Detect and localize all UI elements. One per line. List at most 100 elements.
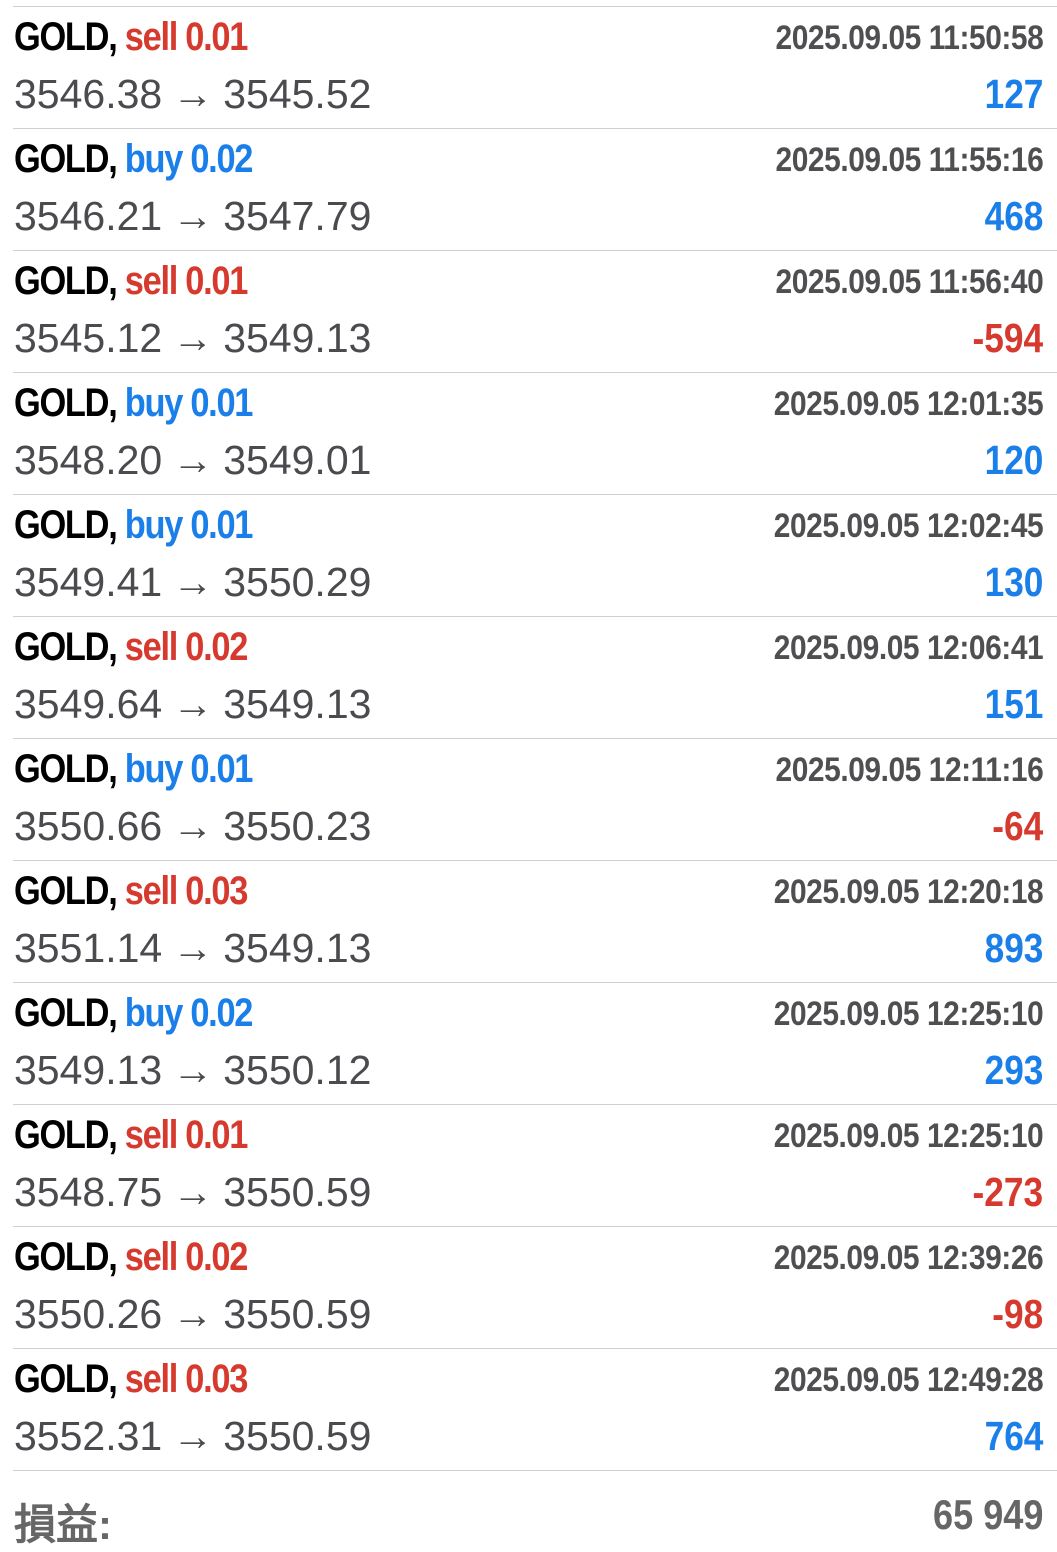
trade-title: GOLD, sell 0.01	[14, 15, 249, 60]
trade-prices: 3546.21 → 3547.79	[14, 193, 371, 240]
trade-prices: 3548.75 → 3550.59	[14, 1169, 371, 1216]
close-price: 3549.13	[223, 681, 372, 727]
total-profit-label: 損益:	[14, 1501, 112, 1548]
close-price: 3547.79	[223, 193, 372, 239]
trade-title: GOLD, buy 0.01	[14, 747, 254, 792]
trade-time: 2025.09.05 12:11:16	[775, 751, 1043, 789]
arrow-right-icon: →	[172, 803, 214, 849]
trade-prices: 3552.31 → 3550.59	[14, 1413, 371, 1460]
arrow-right-icon: →	[172, 1291, 214, 1337]
trade-history-list: GOLD, sell 0.01 3546.38 → 3545.52 2025.09.…	[13, 6, 1057, 1551]
trade-profit: -594	[972, 315, 1043, 361]
trade-side-volume: buy 0.02	[124, 137, 254, 181]
trade-side-volume: sell 0.03	[124, 869, 249, 913]
trade-profit: 293	[984, 1047, 1043, 1093]
trade-row[interactable]: GOLD, buy 0.01 3548.20 → 3549.01 2025.09.0…	[13, 372, 1057, 494]
trade-symbol: GOLD,	[14, 1235, 118, 1279]
trade-symbol: GOLD,	[14, 625, 118, 669]
arrow-right-icon: →	[172, 559, 214, 605]
trade-title: GOLD, sell 0.02	[14, 1235, 248, 1280]
trade-title: GOLD, sell 0.02	[14, 625, 249, 670]
open-price: 3550.66	[14, 803, 163, 849]
total-profit-value: 65 949	[932, 1491, 1043, 1538]
open-price: 3549.64	[14, 681, 163, 727]
trade-time: 2025.09.05 12:01:35	[773, 385, 1044, 423]
trade-symbol: GOLD,	[14, 15, 118, 59]
trade-side-volume: buy 0.02	[124, 991, 254, 1035]
open-price: 3549.13	[14, 1047, 163, 1093]
trade-title: GOLD, buy 0.02	[14, 137, 254, 182]
trade-prices: 3551.14 → 3549.13	[14, 925, 371, 972]
trade-prices: 3550.26 → 3550.59	[14, 1291, 371, 1338]
trade-side-volume: sell 0.02	[124, 625, 249, 669]
trade-side-volume: sell 0.01	[124, 15, 249, 59]
trade-profit: 127	[984, 71, 1043, 117]
total-profit-row: 損益: 65 949	[13, 1470, 1057, 1551]
trade-profit: 764	[984, 1413, 1043, 1459]
trade-time: 2025.09.05 12:02:45	[773, 507, 1044, 545]
open-price: 3548.75	[14, 1169, 163, 1215]
arrow-right-icon: →	[172, 1047, 214, 1093]
close-price: 3550.23	[223, 803, 372, 849]
close-price: 3545.52	[223, 71, 372, 117]
close-price: 3550.59	[223, 1169, 372, 1215]
trade-row[interactable]: GOLD, buy 0.02 3549.13 → 3550.12 2025.09.0…	[13, 982, 1057, 1104]
trade-time: 2025.09.05 12:06:41	[773, 629, 1044, 667]
trade-row[interactable]: GOLD, sell 0.01 3546.38 → 3545.52 2025.09.…	[13, 6, 1057, 128]
trade-prices: 3545.12 → 3549.13	[14, 315, 371, 362]
trade-row[interactable]: GOLD, sell 0.01 3545.12 → 3549.13 2025.09.…	[13, 250, 1057, 372]
open-price: 3546.21	[14, 193, 163, 239]
trade-time: 2025.09.05 11:50:58	[775, 19, 1043, 57]
arrow-right-icon: →	[172, 437, 214, 483]
trade-row[interactable]: GOLD, buy 0.01 3550.66 → 3550.23 2025.09.0…	[13, 738, 1057, 860]
trade-title: GOLD, buy 0.01	[14, 503, 254, 548]
trade-symbol: GOLD,	[14, 747, 118, 791]
trade-prices: 3550.66 → 3550.23	[14, 803, 371, 850]
trade-title: GOLD, sell 0.01	[14, 259, 248, 304]
trade-profit: -273	[972, 1169, 1043, 1215]
trade-symbol: GOLD,	[14, 137, 118, 181]
close-price: 3549.13	[223, 925, 372, 971]
arrow-right-icon: →	[172, 1413, 214, 1459]
trade-row[interactable]: GOLD, sell 0.01 3548.75 → 3550.59 2025.09.…	[13, 1104, 1057, 1226]
trade-symbol: GOLD,	[14, 1357, 118, 1401]
arrow-right-icon: →	[172, 1169, 214, 1215]
close-price: 3550.29	[223, 559, 372, 605]
open-price: 3546.38	[14, 71, 163, 117]
trade-row[interactable]: GOLD, sell 0.03 3551.14 → 3549.13 2025.09.…	[13, 860, 1057, 982]
arrow-right-icon: →	[172, 315, 214, 361]
trade-symbol: GOLD,	[14, 381, 118, 425]
trade-prices: 3549.64 → 3549.13	[14, 681, 371, 728]
trade-profit: 151	[984, 681, 1043, 727]
trade-row[interactable]: GOLD, buy 0.02 3546.21 → 3547.79 2025.09.0…	[13, 128, 1057, 250]
close-price: 3550.12	[223, 1047, 372, 1093]
trade-symbol: GOLD,	[14, 503, 118, 547]
trade-title: GOLD, buy 0.02	[14, 991, 254, 1036]
trade-side-volume: buy 0.01	[124, 381, 254, 425]
open-price: 3545.12	[14, 315, 163, 361]
trade-row[interactable]: GOLD, sell 0.02 3550.26 → 3550.59 2025.09.…	[13, 1226, 1057, 1348]
open-price: 3549.41	[14, 559, 163, 605]
close-price: 3549.01	[223, 437, 372, 483]
trade-time: 2025.09.05 12:20:18	[773, 873, 1044, 911]
trade-row[interactable]: GOLD, sell 0.02 3549.64 → 3549.13 2025.09.…	[13, 616, 1057, 738]
arrow-right-icon: →	[172, 681, 214, 727]
trade-title: GOLD, sell 0.01	[14, 1113, 248, 1158]
trade-row[interactable]: GOLD, buy 0.01 3549.41 → 3550.29 2025.09.0…	[13, 494, 1057, 616]
trade-row[interactable]: GOLD, sell 0.03 3552.31 → 3550.59 2025.09.…	[13, 1348, 1057, 1470]
trade-side-volume: sell 0.03	[124, 1357, 249, 1401]
trade-time: 2025.09.05 12:25:10	[773, 995, 1044, 1033]
trade-profit: -64	[992, 803, 1043, 849]
close-price: 3550.59	[223, 1413, 372, 1459]
trade-time: 2025.09.05 12:25:10	[773, 1117, 1044, 1155]
trade-side-volume: buy 0.01	[124, 503, 254, 547]
trade-time: 2025.09.05 11:55:16	[775, 141, 1043, 179]
trade-symbol: GOLD,	[14, 259, 118, 303]
trade-symbol: GOLD,	[14, 991, 118, 1035]
arrow-right-icon: →	[172, 925, 214, 971]
trade-side-volume: buy 0.01	[124, 747, 254, 791]
trade-time: 2025.09.05 12:39:26	[773, 1239, 1044, 1277]
open-price: 3550.26	[14, 1291, 163, 1337]
trade-profit: -98	[992, 1291, 1043, 1337]
close-price: 3549.13	[223, 315, 372, 361]
